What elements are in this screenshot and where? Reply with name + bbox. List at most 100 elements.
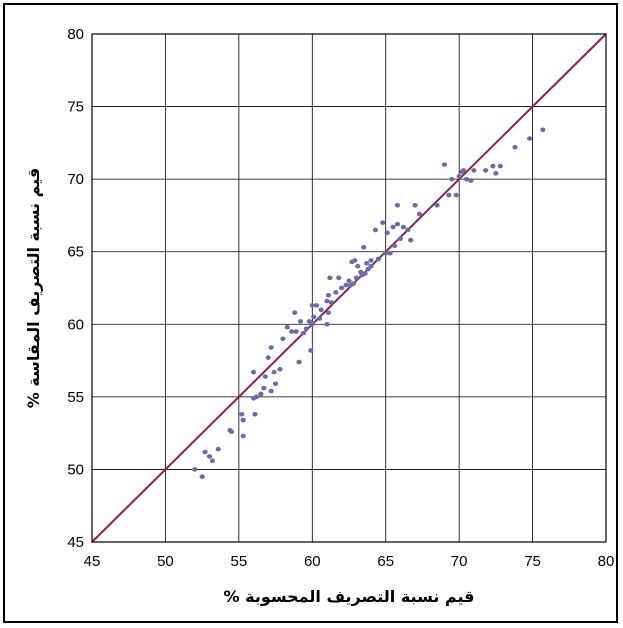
data-point: [309, 303, 315, 308]
data-point: [268, 345, 274, 350]
data-point: [325, 310, 332, 315]
data-point: [240, 433, 246, 439]
data-point: [408, 237, 414, 243]
y-tick-label: 80: [67, 26, 84, 43]
data-point: [317, 316, 323, 321]
data-point: [343, 282, 349, 288]
chart-frame: 45 50 55 60 65 70 75 80 45 50 55 60 65 70 75 80 قيم نس…: [3, 3, 618, 623]
data-point: [262, 374, 268, 379]
data-point: [271, 369, 277, 375]
data-point: [296, 359, 302, 365]
data-point: [292, 310, 298, 315]
data-point: [325, 292, 332, 298]
reference-line: [91, 33, 607, 543]
data-point: [353, 275, 359, 281]
x-tick-label: 75: [524, 553, 541, 570]
data-point: [368, 263, 374, 269]
data-point: [209, 458, 216, 464]
x-tick-labels: 45 50 55 60 65 70 75 80: [84, 553, 615, 570]
y-tick-label: 65: [67, 244, 84, 261]
data-point: [446, 192, 452, 198]
data-point: [397, 236, 403, 241]
data-point: [303, 326, 310, 331]
data-point: [314, 303, 320, 308]
data-point: [289, 329, 295, 334]
data-point: [368, 258, 374, 263]
data-point: [412, 202, 418, 208]
data-point: [453, 192, 459, 198]
scatter-chart: 45 50 55 60 65 70 75 80 45 50 55 60 65 70 75 80 قيم نس…: [24, 26, 615, 606]
data-point: [252, 411, 258, 417]
data-point: [372, 227, 379, 233]
data-point: [391, 243, 398, 249]
data-point: [240, 417, 246, 423]
data-point: [261, 385, 267, 391]
x-tick-label: 55: [231, 553, 248, 570]
y-tick-label: 70: [67, 171, 84, 188]
data-point: [390, 224, 396, 230]
y-tick-label: 55: [67, 389, 84, 406]
data-point: [361, 245, 367, 250]
data-point: [284, 324, 290, 330]
data-point: [324, 321, 330, 327]
data-point: [375, 256, 381, 262]
data-point: [311, 314, 317, 320]
data-point: [394, 221, 401, 227]
data-point: [352, 258, 358, 263]
x-tick-label: 80: [598, 553, 615, 570]
data-point: [400, 224, 406, 230]
y-tick-label: 60: [67, 316, 84, 333]
data-point: [192, 467, 198, 472]
y-tick-labels: 45 50 55 60 65 70 75 80: [67, 26, 84, 551]
plot-border: [91, 33, 607, 543]
data-point: [202, 449, 208, 455]
data-point: [265, 355, 271, 360]
data-point: [540, 127, 546, 133]
data-point: [405, 227, 411, 233]
data-point: [206, 454, 213, 459]
data-point: [449, 176, 455, 182]
data-point: [460, 168, 467, 173]
data-point: [350, 281, 357, 286]
data-point: [416, 211, 423, 217]
data-point: [364, 261, 370, 266]
data-point: [346, 278, 352, 284]
data-point: [309, 321, 315, 327]
data-point: [328, 300, 334, 305]
data-point: [300, 330, 307, 336]
data-point: [384, 230, 390, 236]
data-point: [383, 250, 389, 256]
data-point: [297, 319, 304, 324]
x-tick-label: 60: [304, 553, 321, 570]
x-axis-title: قيم نسبة التصريف المحسوبة %: [224, 587, 475, 606]
y-axis-title: قيم نسبة التصريف المقاسة %: [24, 168, 43, 408]
x-tick-label: 50: [157, 553, 174, 570]
data-point: [387, 250, 393, 256]
data-point: [280, 336, 286, 342]
data-point: [293, 329, 299, 334]
data-point: [493, 171, 499, 176]
gridlines: [91, 33, 607, 543]
data-point: [394, 202, 401, 208]
data-point: [333, 290, 339, 295]
data-point: [482, 168, 489, 173]
data-point: [456, 173, 462, 179]
data-point: [327, 275, 333, 281]
data-point: [463, 176, 470, 182]
data-point: [318, 307, 324, 313]
data-point: [250, 369, 257, 375]
data-point: [253, 394, 260, 400]
x-tick-label: 70: [451, 553, 468, 570]
data-point: [441, 162, 448, 167]
data-points: [192, 127, 546, 479]
data-point: [380, 220, 386, 225]
data-point: [434, 202, 440, 208]
data-point: [362, 271, 368, 276]
data-point: [258, 391, 264, 397]
x-tick-label: 65: [377, 553, 394, 570]
data-point: [228, 429, 235, 434]
data-point: [336, 275, 342, 281]
data-point: [490, 163, 496, 169]
data-point: [468, 178, 474, 183]
data-point: [355, 263, 361, 269]
